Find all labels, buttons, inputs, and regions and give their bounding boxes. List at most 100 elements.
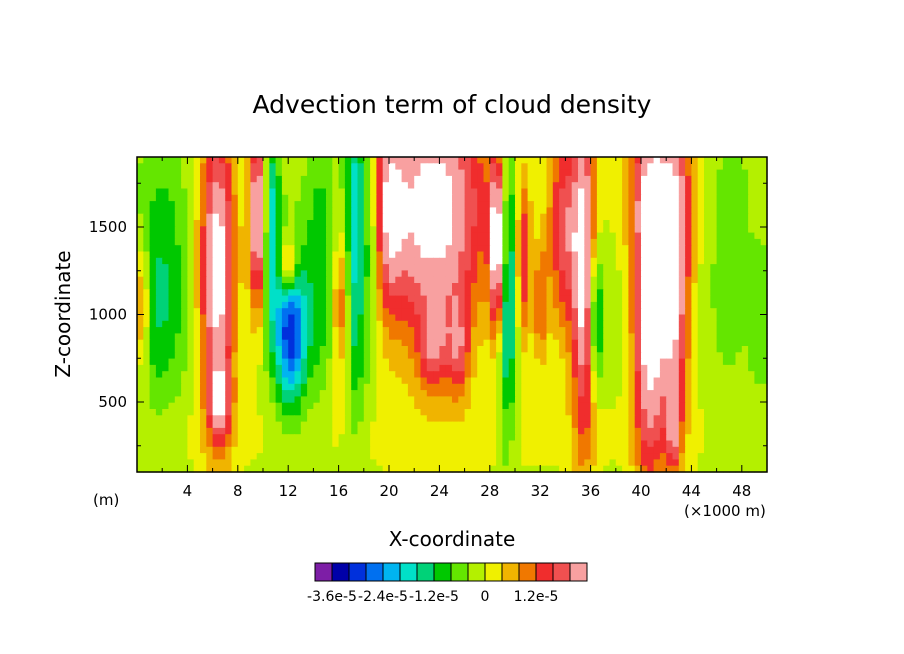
heatmap-cell	[622, 371, 629, 379]
heatmap-cell	[174, 226, 182, 234]
heatmap-cell	[181, 434, 188, 442]
heatmap-cell	[344, 465, 352, 473]
heatmap-cell	[584, 434, 592, 442]
heatmap-cell	[672, 163, 680, 171]
heatmap-cell	[540, 308, 548, 316]
heatmap-cell	[395, 283, 403, 290]
heatmap-cell	[571, 390, 579, 397]
heatmap-cell	[704, 283, 711, 290]
heatmap-cell	[395, 358, 403, 366]
heatmap-cell	[559, 182, 566, 190]
heatmap-cell	[590, 446, 598, 454]
heatmap-cell	[596, 289, 604, 297]
heatmap-cell	[672, 169, 680, 177]
heatmap-cell	[407, 446, 415, 454]
heatmap-cell	[275, 396, 283, 404]
heatmap-cell	[559, 364, 566, 372]
heatmap-cell	[735, 163, 743, 171]
heatmap-cell	[237, 327, 245, 334]
heatmap-cell	[231, 276, 239, 284]
heatmap-cell	[300, 446, 308, 454]
heatmap-cell	[641, 371, 648, 379]
heatmap-cell	[470, 163, 478, 171]
heatmap-cell	[672, 175, 680, 183]
heatmap-cell	[659, 301, 667, 309]
heatmap-cell	[426, 427, 434, 435]
heatmap-cell	[729, 377, 737, 385]
heatmap-cell	[275, 440, 283, 448]
heatmap-cell	[748, 270, 755, 278]
heatmap-cell	[552, 453, 560, 460]
heatmap-cell	[137, 257, 144, 265]
heatmap-cell	[754, 295, 762, 303]
heatmap-cell	[389, 383, 396, 391]
heatmap-cell	[281, 415, 289, 423]
heatmap-cell	[200, 364, 207, 372]
heatmap-cell	[420, 320, 428, 328]
heatmap-cell	[508, 169, 516, 177]
heatmap-cell	[244, 440, 251, 448]
heatmap-cell	[565, 289, 573, 297]
heatmap-cell	[382, 352, 390, 360]
heatmap-cell	[464, 402, 472, 410]
heatmap-cell	[200, 465, 207, 473]
heatmap-cell	[206, 459, 214, 467]
heatmap-cell	[483, 188, 491, 196]
heatmap-cell	[489, 314, 497, 322]
heatmap-cell	[250, 327, 258, 334]
heatmap-cell	[622, 383, 629, 391]
heatmap-cell	[672, 327, 680, 334]
heatmap-cell	[155, 270, 163, 278]
heatmap-cell	[748, 459, 755, 467]
heatmap-cell	[641, 358, 648, 366]
heatmap-cell	[193, 257, 201, 265]
heatmap-cell	[281, 283, 289, 290]
heatmap-cell	[269, 358, 277, 366]
heatmap-cell	[609, 257, 617, 265]
heatmap-cell	[155, 157, 163, 164]
heatmap-cell	[231, 453, 239, 460]
heatmap-cell	[439, 402, 447, 410]
heatmap-cell	[666, 163, 674, 171]
heatmap-cell	[502, 364, 510, 372]
heatmap-cell	[578, 415, 585, 423]
heatmap-cell	[382, 371, 390, 379]
heatmap-cell	[149, 295, 157, 303]
heatmap-cell	[615, 383, 623, 391]
heatmap-cell	[628, 459, 636, 467]
heatmap-cell	[439, 339, 447, 347]
heatmap-cell	[615, 314, 623, 322]
heatmap-cell	[181, 232, 188, 240]
heatmap-cell	[584, 390, 592, 397]
heatmap-cell	[395, 232, 403, 240]
heatmap-cell	[596, 232, 604, 240]
heatmap-cell	[590, 194, 598, 202]
heatmap-cell	[376, 213, 384, 221]
heatmap-cell	[433, 169, 440, 177]
heatmap-cell	[363, 226, 371, 234]
heatmap-cell	[672, 289, 680, 297]
heatmap-cell	[760, 220, 768, 227]
heatmap-cell	[218, 169, 226, 177]
heatmap-cell	[760, 301, 768, 309]
heatmap-cell	[212, 352, 220, 360]
heatmap-cell	[162, 257, 170, 265]
heatmap-cell	[489, 295, 497, 303]
heatmap-cell	[666, 383, 674, 391]
heatmap-cell	[218, 377, 226, 385]
heatmap-cell	[672, 220, 680, 227]
heatmap-cell	[307, 371, 314, 379]
heatmap-cell	[206, 157, 214, 164]
heatmap-cell	[269, 440, 277, 448]
heatmap-cell	[187, 327, 195, 334]
heatmap-cell	[218, 238, 226, 246]
heatmap-cell	[294, 201, 302, 208]
heatmap-cell	[634, 440, 642, 448]
heatmap-cell	[533, 371, 541, 379]
heatmap-cell	[748, 220, 755, 227]
heatmap-cell	[578, 188, 585, 196]
heatmap-cell	[256, 446, 264, 454]
heatmap-cell	[458, 301, 466, 309]
heatmap-cell	[584, 333, 592, 341]
heatmap-cell	[678, 207, 686, 215]
